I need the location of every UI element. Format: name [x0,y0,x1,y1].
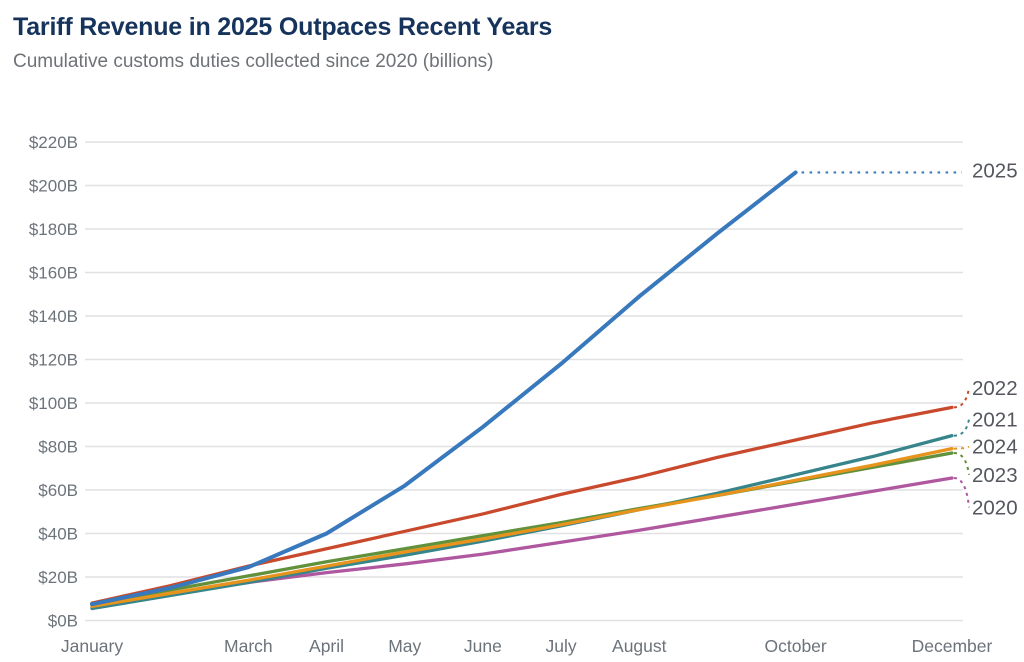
y-tick-label: $100B [29,394,78,413]
y-tick-label: $80B [38,438,78,457]
series-label-2023: 2023 [972,464,1018,487]
y-tick-label: $20B [38,568,78,587]
series-label-2025: 2025 [972,159,1018,182]
y-tick-label: $180B [29,220,78,239]
series-label-2022: 2022 [972,377,1018,400]
x-tick-label: July [546,636,577,656]
x-tick-label: January [61,636,124,656]
chart-header: Tariff Revenue in 2025 Outpaces Recent Y… [13,12,913,74]
x-tick-label: April [309,636,344,656]
line-2021 [90,433,954,611]
y-tick-label: $40B [38,525,78,544]
y-tick-label: $60B [38,481,78,500]
series-label-2024: 2024 [972,436,1018,459]
chart-subtitle: Cumulative customs duties collected sinc… [13,51,494,72]
series-label-2020: 2020 [972,496,1018,519]
chart-title: Tariff Revenue in 2025 Outpaces Recent Y… [13,13,553,41]
label-leader-2020 [953,477,970,508]
y-tick-label: $0B [48,612,78,631]
series-label-2021: 2021 [972,408,1018,431]
x-tick-label: May [388,636,421,656]
x-tick-label: August [612,636,667,656]
x-tick-label: March [224,636,273,656]
x-tick-label: December [912,636,993,656]
y-tick-label: $200B [29,177,78,196]
y-tick-label: $140B [29,307,78,326]
line-2024 [90,447,954,609]
y-tick-label: $220B [29,133,78,152]
line-2025 [90,170,798,607]
y-tick-label: $160B [29,264,78,283]
x-tick-label: October [764,636,826,656]
label-leader-2022 [953,387,970,409]
label-leader-2023 [953,452,970,475]
label-leader-2021 [953,419,970,437]
y-tick-label: $120B [29,351,78,370]
x-tick-label: June [464,636,502,656]
label-leader-2024 [953,445,970,450]
